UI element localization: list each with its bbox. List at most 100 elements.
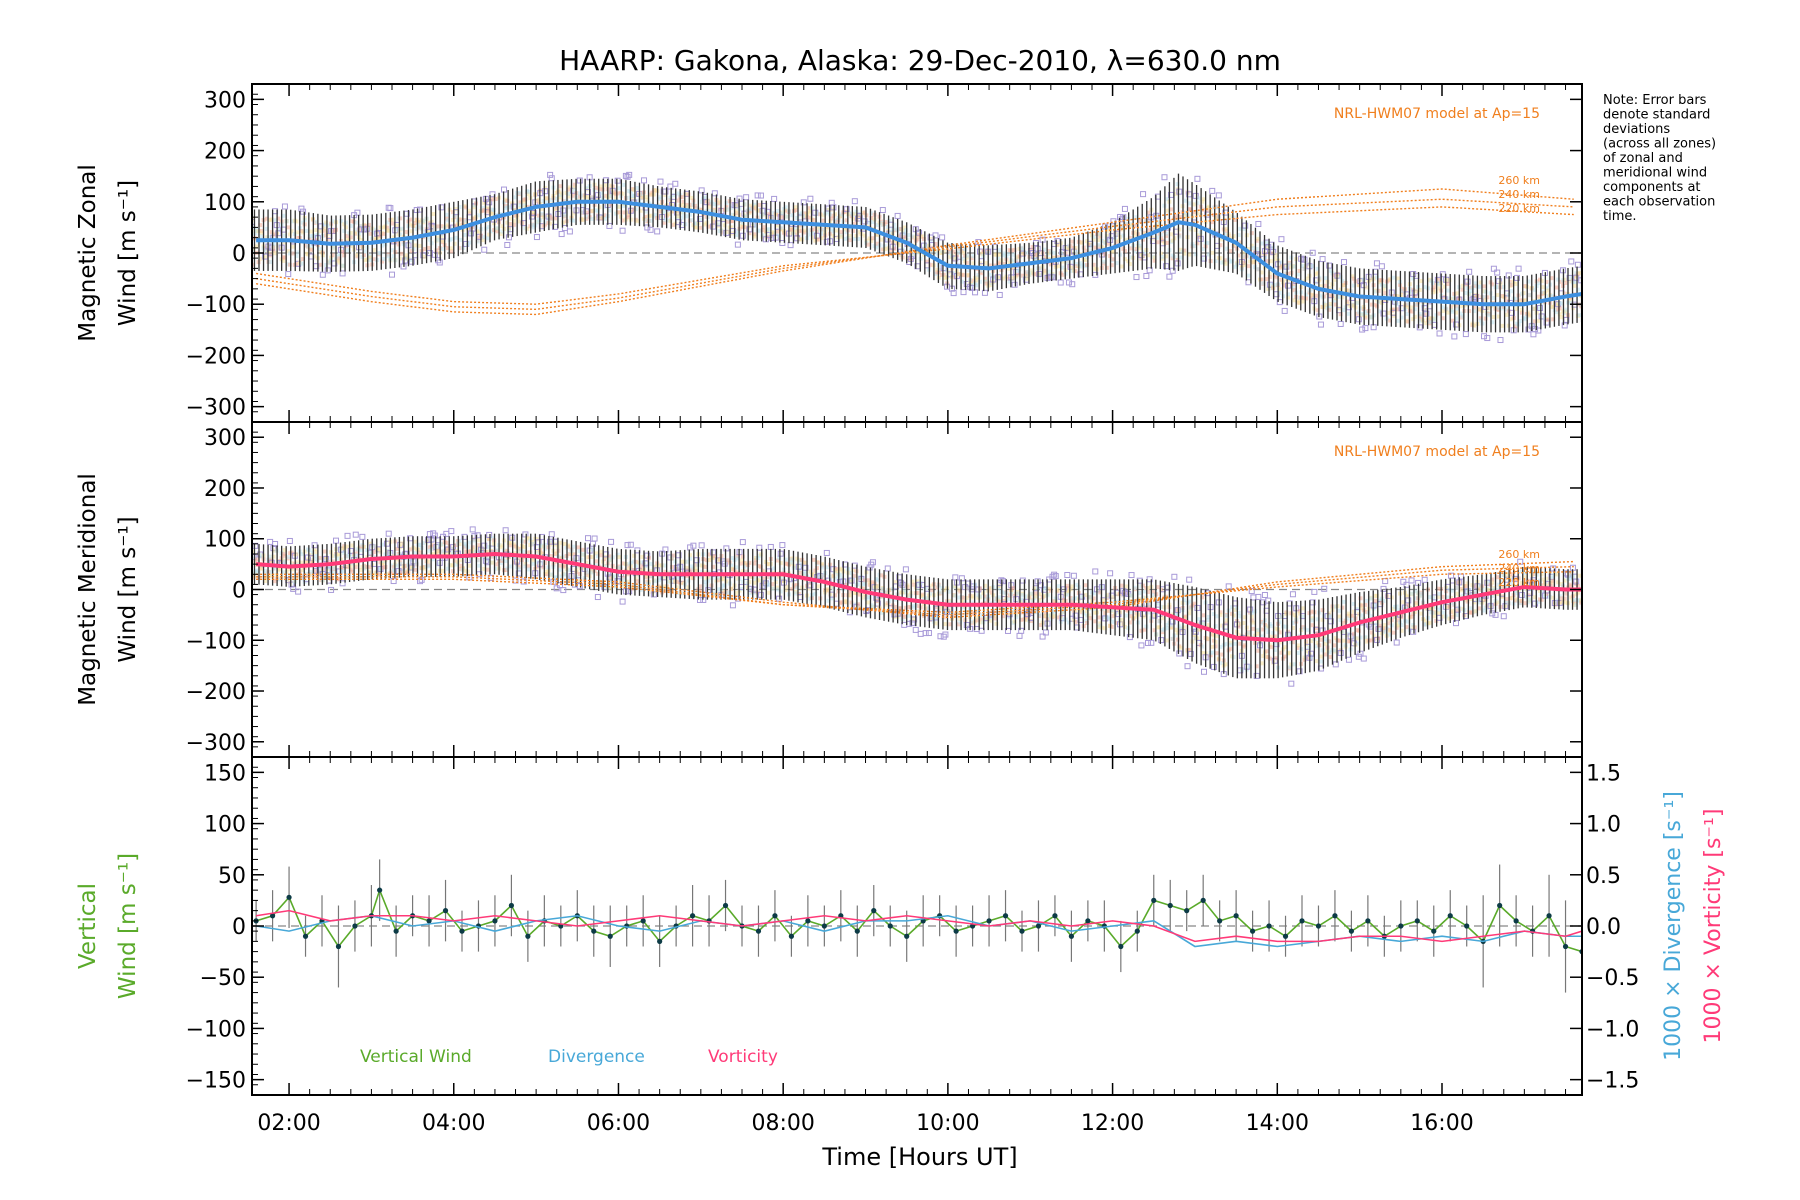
zone-sample [273, 579, 278, 584]
zone-scatter-point [619, 227, 626, 234]
zone-sample [1134, 247, 1139, 252]
zone-sample [386, 228, 391, 233]
zone-sample [584, 186, 589, 191]
zone-scatter-point [1416, 324, 1423, 331]
zone-sample [414, 561, 419, 566]
zone-sample [1195, 241, 1200, 246]
zone-sample [699, 207, 704, 212]
zone-sample [1315, 270, 1320, 275]
zone-sample [436, 224, 441, 229]
zone-sample [707, 552, 712, 557]
zone-sample [314, 237, 319, 242]
zone-sample [816, 560, 821, 565]
zone-scatter-point [431, 532, 438, 539]
zone-sample [1251, 246, 1256, 251]
y-axis-label: Wind [m s⁻¹] [115, 180, 141, 326]
zone-sample [856, 582, 861, 587]
zone-sample [317, 247, 322, 252]
zone-scatter-point [1355, 316, 1362, 323]
zone-sample [1183, 219, 1188, 224]
zone-sample [1080, 240, 1085, 245]
zone-sample [253, 231, 258, 236]
zone-sample [558, 567, 562, 572]
zone-scatter-point [1326, 262, 1333, 269]
zone-sample [584, 566, 589, 571]
zone-sample [674, 210, 679, 215]
zone-sample [609, 586, 614, 591]
zone-sample [1290, 285, 1295, 290]
zone-sample [467, 208, 472, 213]
zone-sample [1538, 296, 1542, 301]
zone-sample [394, 223, 399, 228]
zone-sample [1510, 289, 1514, 294]
zone-sample [450, 563, 455, 568]
zone-sample [735, 203, 740, 208]
zone-scatter-point [897, 580, 904, 587]
zone-sample [925, 596, 930, 601]
zone-sample [368, 551, 373, 556]
zone-sample [467, 211, 472, 216]
zone-scatter-point [754, 192, 761, 199]
zone-sample [1569, 276, 1574, 281]
zone-sample [345, 248, 350, 253]
zone-sample [808, 208, 813, 213]
zone-scatter-point [777, 550, 784, 557]
zone-sample [971, 261, 976, 266]
zone-sample [576, 579, 581, 584]
zone-sample [380, 542, 385, 547]
zone-sample [1211, 228, 1216, 233]
zone-sample [847, 593, 852, 598]
zone-sample [979, 613, 984, 618]
zone-sample [635, 579, 640, 584]
zone-sample [371, 257, 376, 262]
zone-sample [607, 208, 612, 213]
zone-sample [548, 221, 553, 226]
zone-sample [867, 236, 872, 241]
zone-sample [378, 233, 383, 238]
zone-sample [282, 553, 287, 558]
zone-sample [1386, 310, 1391, 315]
zone-scatter-point [1057, 279, 1064, 286]
zone-sample [1424, 321, 1429, 326]
zone-sample [757, 229, 762, 234]
zone-sample [1551, 304, 1556, 309]
zone-sample [742, 202, 747, 207]
zone-sample [1557, 306, 1562, 311]
zone-sample [879, 573, 884, 578]
zone-sample [599, 553, 604, 558]
zone-scatter-point [776, 595, 783, 602]
zone-sample [1295, 298, 1300, 303]
zone-sample [747, 231, 752, 236]
zone-sample [431, 212, 436, 217]
zone-sample [1309, 296, 1314, 301]
zone-sample [716, 222, 721, 227]
zone-sample [368, 231, 373, 236]
zone-sample [1297, 301, 1302, 306]
zone-sample [312, 233, 317, 238]
zone-sample [803, 560, 808, 565]
zone-sample [651, 192, 656, 197]
zone-sample [717, 558, 722, 563]
zone-sample [1383, 283, 1388, 288]
zone-sample [562, 572, 567, 577]
zone-sample [518, 200, 523, 205]
zone-sample [530, 540, 534, 545]
zone-sample [457, 246, 462, 251]
zone-sample [1160, 254, 1165, 259]
zone-sample [757, 578, 762, 583]
zone-sample [1333, 302, 1338, 307]
zone-sample [783, 588, 788, 593]
zone-sample [325, 223, 330, 228]
zone-sample [740, 220, 745, 225]
zone-scatter-point [627, 541, 634, 548]
zone-sample [961, 256, 966, 261]
zone-sample [439, 234, 444, 239]
zone-sample [847, 233, 852, 238]
zone-scatter-point [843, 206, 850, 213]
zone-sample [597, 187, 602, 192]
zone-sample [1327, 307, 1332, 312]
zone-sample [620, 561, 625, 566]
zone-sample [518, 206, 523, 211]
zone-sample [653, 564, 658, 569]
zone-sample [1551, 317, 1556, 322]
